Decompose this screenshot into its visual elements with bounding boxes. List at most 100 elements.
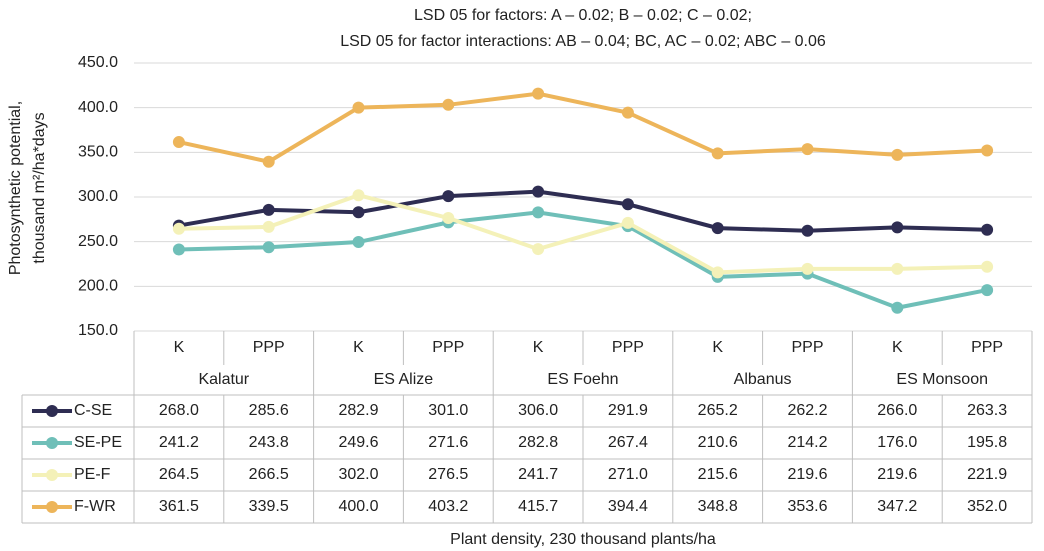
data-point	[352, 101, 365, 114]
x-tick-label: PPP	[791, 339, 823, 356]
data-label: 271.6	[428, 434, 468, 451]
group-label: Albanus	[734, 371, 792, 388]
data-point	[352, 189, 365, 202]
data-label: 265.2	[698, 402, 738, 419]
data-label: 176.0	[877, 434, 917, 451]
data-label: 271.0	[608, 466, 648, 483]
y-tick-label: 400.0	[78, 99, 118, 116]
series-line	[178, 91, 988, 164]
data-point	[711, 222, 724, 235]
data-point	[891, 262, 904, 275]
group-label: ES Alize	[374, 371, 434, 388]
data-point	[891, 301, 904, 314]
data-point	[172, 243, 185, 256]
data-point	[172, 136, 185, 149]
data-label: 282.8	[518, 434, 558, 451]
x-tick-label: K	[533, 339, 544, 356]
data-point	[801, 143, 814, 156]
data-label: 282.9	[338, 402, 378, 419]
x-tick-label: K	[892, 339, 903, 356]
chart-title: LSD 05 for factors: A – 0.02; B – 0.02; …	[414, 7, 752, 24]
series-line	[178, 189, 988, 233]
data-label: 268.0	[159, 402, 199, 419]
legend-label: SE-PE	[74, 434, 122, 451]
data-point	[801, 224, 814, 237]
y-tick-label: 150.0	[78, 322, 118, 339]
group-label: ES Monsoon	[896, 371, 988, 388]
data-point	[711, 147, 724, 160]
data-point	[621, 216, 634, 229]
data-label: 215.6	[698, 466, 738, 483]
data-label: 353.6	[787, 498, 827, 515]
data-point	[262, 203, 275, 216]
y-axis-label: thousand m²/ha*days	[31, 112, 48, 263]
data-label: 301.0	[428, 402, 468, 419]
data-point	[262, 241, 275, 254]
data-label: 262.2	[787, 402, 827, 419]
data-label: 276.5	[428, 466, 468, 483]
data-label: 348.8	[698, 498, 738, 515]
data-point	[891, 221, 904, 234]
data-point	[532, 206, 545, 219]
data-label: 221.9	[967, 466, 1007, 483]
data-point	[262, 220, 275, 233]
data-label: 347.2	[877, 498, 917, 515]
x-tick-label: PPP	[432, 339, 464, 356]
y-tick-label: 250.0	[78, 233, 118, 250]
data-point	[532, 243, 545, 256]
x-tick-label: PPP	[971, 339, 1003, 356]
data-point	[352, 206, 365, 219]
legend-marker	[46, 405, 58, 417]
data-point	[981, 144, 994, 157]
data-label: 214.2	[787, 434, 827, 451]
data-label: 352.0	[967, 498, 1007, 515]
data-point	[442, 190, 455, 203]
series-line	[178, 193, 988, 275]
data-label: 195.8	[967, 434, 1007, 451]
group-label: ES Foehn	[547, 371, 618, 388]
data-point	[442, 98, 455, 111]
data-label: 243.8	[249, 434, 289, 451]
data-label: 219.6	[787, 466, 827, 483]
data-point	[981, 223, 994, 236]
y-tick-label: 350.0	[78, 144, 118, 161]
data-label: 263.3	[967, 402, 1007, 419]
data-point	[262, 155, 275, 168]
data-point	[891, 148, 904, 161]
group-label: Kalatur	[198, 371, 249, 388]
data-label: 306.0	[518, 402, 558, 419]
data-label: 400.0	[338, 498, 378, 515]
data-label: 241.7	[518, 466, 558, 483]
data-label: 264.5	[159, 466, 199, 483]
data-point	[532, 87, 545, 100]
data-label: 285.6	[249, 402, 289, 419]
data-label: 403.2	[428, 498, 468, 515]
data-label: 267.4	[608, 434, 648, 451]
data-label: 266.0	[877, 402, 917, 419]
data-label: 291.9	[608, 402, 648, 419]
data-label: 249.6	[338, 434, 378, 451]
legend-marker	[46, 437, 58, 449]
data-point	[801, 262, 814, 275]
x-axis-label: Plant density, 230 thousand plants/ha	[450, 531, 716, 548]
x-tick-label: K	[353, 339, 364, 356]
legend-label: PE-F	[74, 466, 111, 483]
data-point	[981, 260, 994, 273]
y-tick-label: 450.0	[78, 54, 118, 71]
legend-marker	[46, 501, 58, 513]
data-point	[172, 222, 185, 235]
data-label: 219.6	[877, 466, 917, 483]
data-point	[621, 106, 634, 119]
data-point	[532, 185, 545, 198]
data-point	[352, 236, 365, 249]
y-tick-label: 300.0	[78, 188, 118, 205]
x-tick-label: PPP	[612, 339, 644, 356]
data-label: 266.5	[249, 466, 289, 483]
data-point	[621, 198, 634, 211]
data-label: 394.4	[608, 498, 648, 515]
x-tick-label: K	[174, 339, 185, 356]
x-tick-label: PPP	[253, 339, 285, 356]
x-tick-label: K	[712, 339, 723, 356]
data-label: 210.6	[698, 434, 738, 451]
